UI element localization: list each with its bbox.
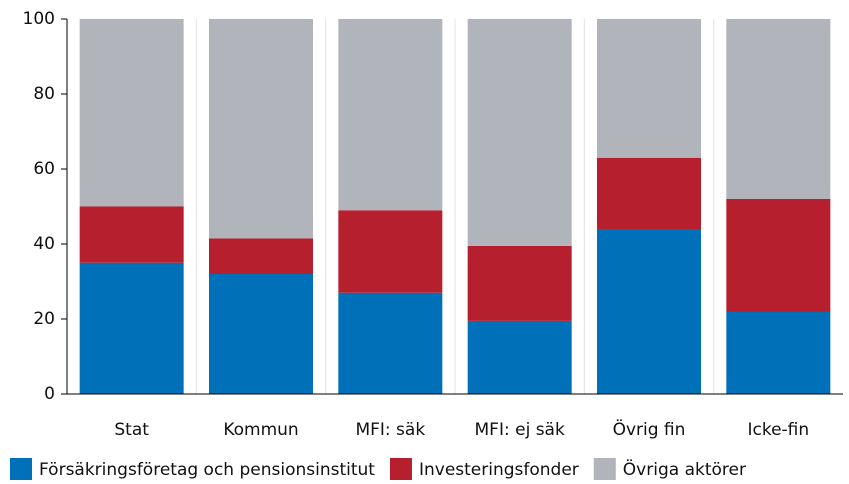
y-tick-label: 0 [44, 384, 55, 404]
x-tick-label: Icke-fin [747, 420, 809, 440]
bar-segment [726, 199, 831, 312]
legend-swatch [593, 458, 616, 480]
x-tick-label: MFI: säk [355, 420, 425, 440]
bar-segment [209, 238, 313, 274]
legend-swatch [389, 458, 412, 480]
y-tick-label: 20 [33, 309, 55, 329]
bar-segment [726, 19, 831, 199]
y-tick-label: 80 [33, 84, 55, 104]
legend-label: Övriga aktörer [623, 458, 746, 480]
bar-segment [338, 19, 443, 211]
y-tick-label: 40 [33, 234, 55, 254]
bar-segment [597, 19, 701, 158]
bar-segment [209, 19, 313, 239]
bar-segment [467, 320, 572, 394]
x-tick-label: Övrig fin [613, 418, 686, 440]
x-tick-label: Kommun [223, 420, 298, 440]
x-tick-label: Stat [114, 420, 149, 440]
bar-segment [338, 210, 443, 293]
legend-label: Investeringsfonder [419, 460, 579, 480]
y-tick-label: 60 [33, 159, 55, 179]
legend-swatch [10, 458, 32, 480]
bar-segment [597, 157, 701, 229]
bar-segment [467, 19, 572, 246]
x-tick-label: MFI: ej säk [475, 420, 565, 440]
bar-segment [726, 311, 831, 394]
bar-segment [597, 229, 701, 394]
bar-segment [79, 19, 184, 207]
bar-segment [79, 206, 184, 263]
bar-segment [209, 274, 313, 394]
bar-segment [79, 262, 184, 394]
y-tick-label: 100 [23, 9, 55, 29]
legend-label: Försäkringsföretag och pensionsinstitut [39, 460, 375, 480]
bar-segment [338, 292, 443, 394]
bar-segment [467, 245, 572, 321]
